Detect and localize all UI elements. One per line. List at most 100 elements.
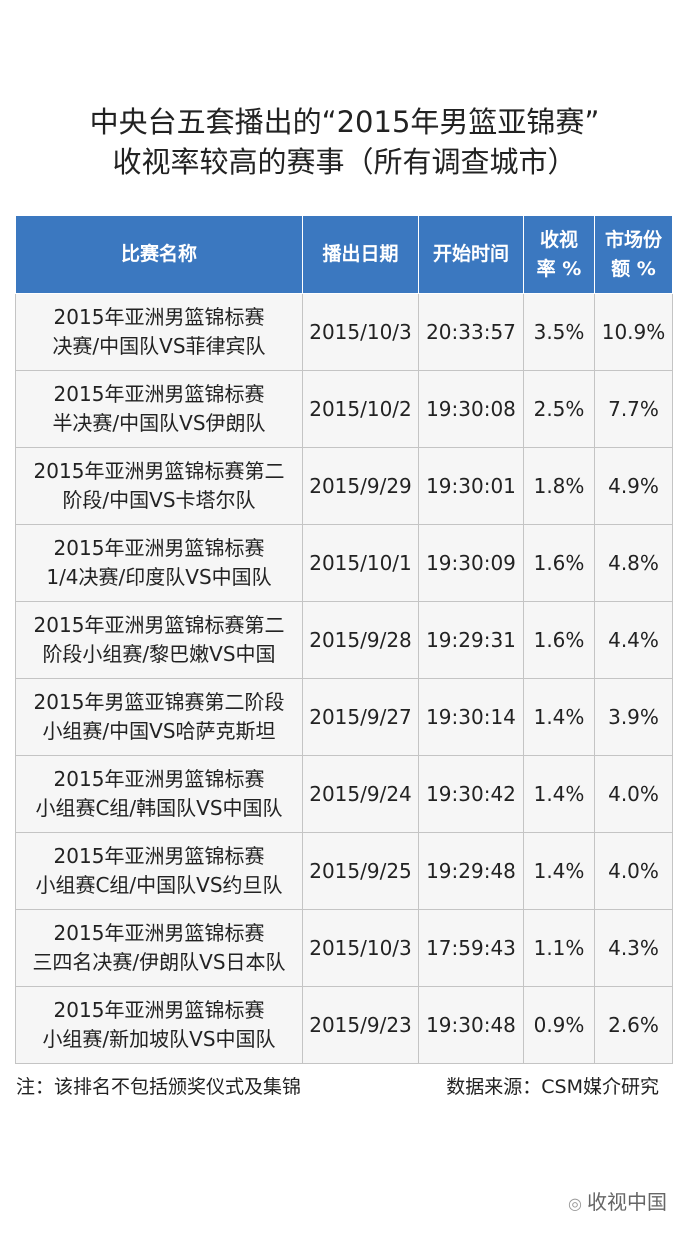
cell-line: 决赛/中国队VS菲律宾队 [52,334,266,358]
table-cell: 2015/10/1 [302,524,419,602]
cell-line: 开始时间 [432,243,509,265]
cell-line: 小组赛/新加坡队VS中国队 [42,1027,276,1051]
table-cell: 2015年亚洲男篮锦标赛 半决赛/中国队VS伊朗队 [15,370,303,448]
header-cell: 比赛名称 [15,215,303,294]
table-cell: 1.4% [523,678,595,756]
header-cell: 市场份额 % [594,215,673,294]
table-row: 2015年亚洲男篮锦标赛 三四名决赛/伊朗队VS日本队 2015/10/3 17:59… [15,909,673,987]
table-cell: 17:59:43 [418,909,524,987]
table-row: 2015年亚洲男篮锦标赛 1/4决赛/印度队VS中国队 2015/10/1 19:30… [15,524,673,602]
table-cell: 19:30:09 [418,524,524,602]
cell-line: 1/4决赛/印度队VS中国队 [46,565,272,589]
table-cell: 1.4% [523,832,595,910]
table-cell: 1.4% [523,755,595,833]
table-cell: 1.6% [523,524,595,602]
cell-line: 阶段小组赛/黎巴嫩VS中国 [42,642,276,666]
table-cell: 2.6% [594,986,673,1064]
table-cell: 3.9% [594,678,673,756]
cell-line: 2015年男篮亚锦赛第二阶段 [33,690,285,714]
title-line: 收视率较高的赛事（所有调查城市） [112,145,577,179]
table-cell: 20:33:57 [418,293,524,371]
table-cell: 7.7% [594,370,673,448]
cell-line: 2015年亚洲男篮锦标赛 [53,844,265,868]
table-cell: 2015年亚洲男篮锦标赛 小组赛C组/韩国队VS中国队 [15,755,303,833]
table-cell: 2015/9/28 [302,601,419,679]
table-cell: 3.5% [523,293,595,371]
cell-line: 半决赛/中国队VS伊朗队 [52,411,266,435]
table-cell: 2.5% [523,370,595,448]
table-cell: 2015年亚洲男篮锦标赛 小组赛/新加坡队VS中国队 [15,986,303,1064]
cell-line: 2015年亚洲男篮锦标赛第二 [33,459,285,483]
table-cell: 2015年亚洲男篮锦标赛 三四名决赛/伊朗队VS日本队 [15,909,303,987]
table-cell: 19:30:14 [418,678,524,756]
table-row: 2015年亚洲男篮锦标赛 半决赛/中国队VS伊朗队 2015/10/2 19:30:0… [15,370,673,448]
table-cell: 19:30:48 [418,986,524,1064]
header-row: 比赛名称 播出日期 开始时间 收视率 % 市场份额 % [15,215,673,294]
table-cell: 2015年亚洲男篮锦标赛 决赛/中国队VS菲律宾队 [15,293,303,371]
table-cell: 19:30:08 [418,370,524,448]
cell-line: 阶段/中国VS卡塔尔队 [62,488,256,512]
table-row: 2015年亚洲男篮锦标赛第二 阶段/中国VS卡塔尔队 2015/9/29 19:30:… [15,447,673,525]
table-cell: 4.0% [594,755,673,833]
table-cell: 2015/10/2 [302,370,419,448]
title-line: 中央台五套播出的“2015年男篮亚锦赛” [89,105,600,139]
cell-line: 2015年亚洲男篮锦标赛 [53,305,265,329]
cell-line: 2015年亚洲男篮锦标赛 [53,767,265,791]
table-cell: 2015年亚洲男篮锦标赛 小组赛C组/中国队VS约旦队 [15,832,303,910]
table-cell: 2015/9/24 [302,755,419,833]
table-cell: 2015/10/3 [302,293,419,371]
table-row: 2015年亚洲男篮锦标赛第二 阶段小组赛/黎巴嫩VS中国 2015/9/28 19:2… [15,601,673,679]
cell-line: 2015年亚洲男篮锦标赛 [53,536,265,560]
table-cell: 2015年男篮亚锦赛第二阶段 小组赛/中国VS哈萨克斯坦 [15,678,303,756]
table-cell: 2015年亚洲男篮锦标赛 1/4决赛/印度队VS中国队 [15,524,303,602]
cell-line: 比赛名称 [120,243,197,265]
header-cell: 开始时间 [418,215,524,294]
cell-line: 2015年亚洲男篮锦标赛 [53,382,265,406]
header-cell: 播出日期 [302,215,419,294]
cell-line: 三四名决赛/伊朗队VS日本队 [32,950,286,974]
table-cell: 2015年亚洲男篮锦标赛第二 阶段/中国VS卡塔尔队 [15,447,303,525]
table-cell: 4.4% [594,601,673,679]
cell-line: 市场份 [604,228,662,251]
table-cell: 2015/9/23 [302,986,419,1064]
icon: ◎ [567,1194,587,1213]
table-row: 2015年亚洲男篮锦标赛 小组赛C组/韩国队VS中国队 2015/9/24 19:30… [15,755,673,833]
watermark-text: 收视中国 [587,1190,667,1214]
table-cell: 1.8% [523,447,595,525]
cell-line: 小组赛/中国VS哈萨克斯坦 [42,719,276,743]
table-cell: 4.8% [594,524,673,602]
header-cell: 收视率 % [523,215,595,294]
cell-line: 2015年亚洲男篮锦标赛第二 [33,613,285,637]
cell-line: 率 % [536,257,582,280]
table-cell: 2015/9/29 [302,447,419,525]
cell-line: 2015年亚洲男篮锦标赛 [53,921,265,945]
table-cell: 4.0% [594,832,673,910]
table-cell: 4.9% [594,447,673,525]
table-row: 2015年亚洲男篮锦标赛 小组赛/新加坡队VS中国队 2015/9/23 19:30:… [15,986,673,1064]
table-row: 2015年亚洲男篮锦标赛 小组赛C组/中国队VS约旦队 2015/9/25 19:29… [15,832,673,910]
table-cell: 2015年亚洲男篮锦标赛第二 阶段小组赛/黎巴嫩VS中国 [15,601,303,679]
table-cell: 1.6% [523,601,595,679]
source: 数据来源：CSM媒介研究 [446,1076,659,1098]
table-row: 2015年男篮亚锦赛第二阶段 小组赛/中国VS哈萨克斯坦 2015/9/27 19:3… [15,678,673,756]
cell-line: 2015年亚洲男篮锦标赛 [53,998,265,1022]
cell-line: 小组赛C组/中国队VS约旦队 [35,873,283,897]
cell-line: 额 % [611,257,656,280]
table-cell: 19:29:48 [418,832,524,910]
cell-line: 小组赛C组/韩国队VS中国队 [35,796,283,820]
note: 注：该排名不包括颁奖仪式及集锦 [16,1076,302,1098]
table-cell: 10.9% [594,293,673,371]
table-cell: 2015/9/27 [302,678,419,756]
table-cell: 19:30:42 [418,755,524,833]
watermark: ◎ 收视中国 [568,1186,667,1215]
table-cell: 2015/9/25 [302,832,419,910]
cell-line: 收视 [539,228,578,251]
table-cell: 0.9% [523,986,595,1064]
table-cell: 2015/10/3 [302,909,419,987]
table-row: 2015年亚洲男篮锦标赛 决赛/中国队VS菲律宾队 2015/10/3 20:33:5… [15,293,673,371]
table-cell: 19:29:31 [418,601,524,679]
table-cell: 1.1% [523,909,595,987]
table-cell: 4.3% [594,909,673,987]
table-cell: 19:30:01 [418,447,524,525]
